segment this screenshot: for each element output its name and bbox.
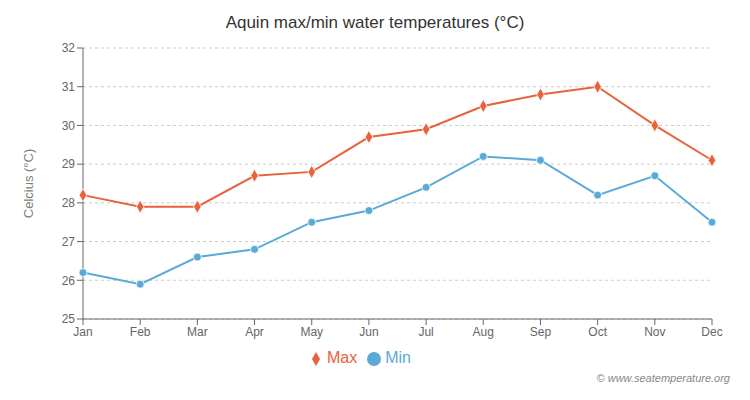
svg-text:25: 25 xyxy=(62,312,76,326)
svg-text:30: 30 xyxy=(62,119,76,133)
svg-text:28: 28 xyxy=(62,196,76,210)
svg-text:Aug: Aug xyxy=(473,325,494,339)
svg-text:32: 32 xyxy=(62,41,76,55)
svg-text:Nov: Nov xyxy=(644,325,665,339)
svg-text:Feb: Feb xyxy=(130,325,151,339)
html-text:Aquin max/min water temperatur: Aquin max/min water temperatures (°C) xyxy=(225,13,525,32)
svg-text:29: 29 xyxy=(62,157,76,171)
svg-text:Oct: Oct xyxy=(588,325,607,339)
svg-text:Dec: Dec xyxy=(701,325,722,339)
svg-text:Jun: Jun xyxy=(359,325,378,339)
svg-text:Sep: Sep xyxy=(530,325,552,339)
html-text:Min: Min xyxy=(385,349,411,366)
html-text:Max: Max xyxy=(327,349,358,366)
svg-text:27: 27 xyxy=(62,235,76,249)
svg-text:Celcius (°C): Celcius (°C) xyxy=(21,149,36,218)
svg-text:May: May xyxy=(300,325,323,339)
svg-text:Mar: Mar xyxy=(187,325,208,339)
html-text:© www.seatemperature.org: © www.seatemperature.org xyxy=(596,372,730,384)
svg-text:Jul: Jul xyxy=(418,325,433,339)
svg-text:Apr: Apr xyxy=(245,325,264,339)
svg-text:Jan: Jan xyxy=(73,325,92,339)
svg-text:26: 26 xyxy=(62,274,76,288)
svg-text:31: 31 xyxy=(62,80,76,94)
